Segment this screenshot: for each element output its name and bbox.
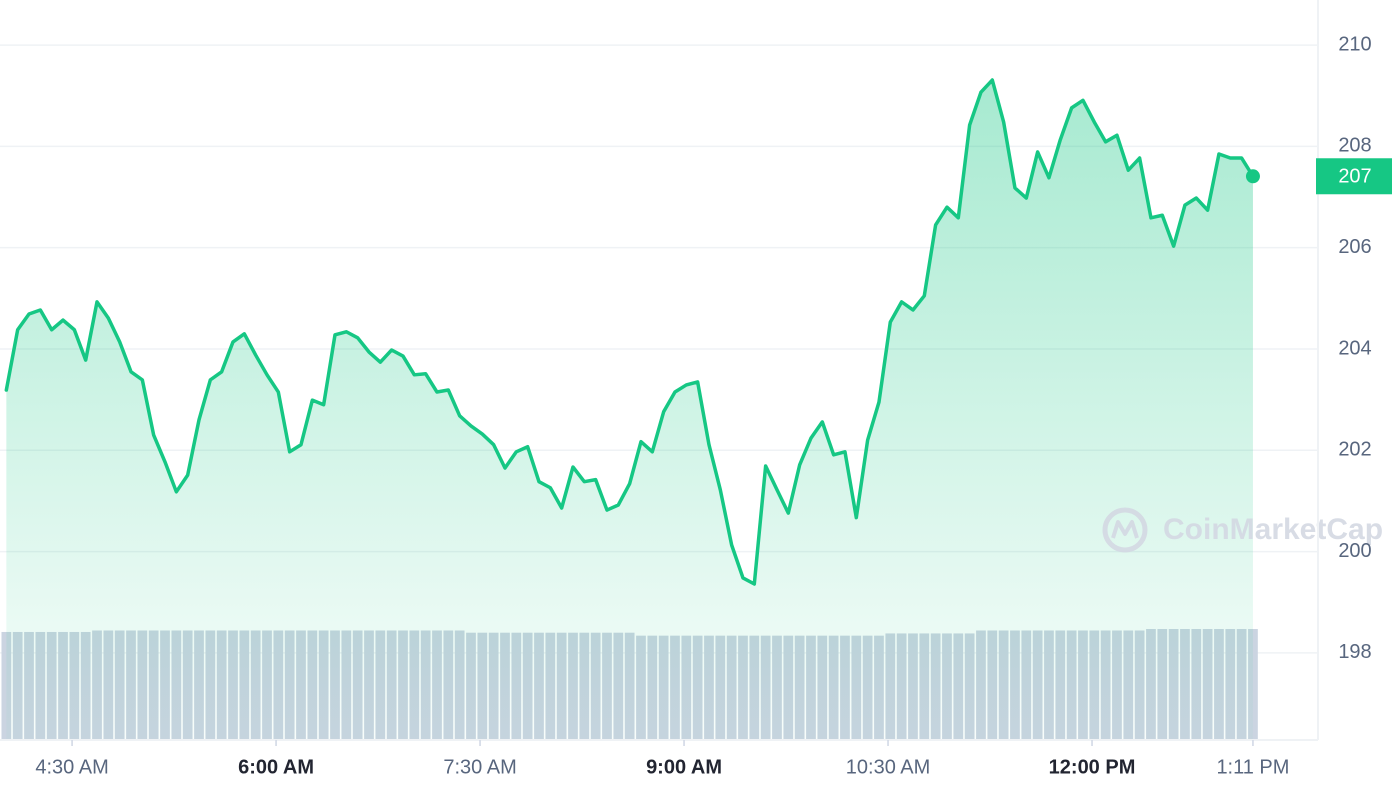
last-point: [1245, 169, 1260, 184]
x-tick-label: 4:30 AM: [35, 756, 108, 778]
y-tick-label: 200: [1338, 540, 1371, 562]
x-tick-label: 10:30 AM: [846, 756, 931, 778]
axes: 198 200 202 204 206 208 210 4:30 AM 6:00 AM 7:30 …: [35, 33, 1392, 778]
y-tick-label: 206: [1338, 236, 1371, 258]
y-tick-label: 198: [1338, 641, 1371, 663]
price-line: [4, 78, 1255, 586]
watermark: CoinMarketCap: [1102, 507, 1383, 553]
price-badge: [1316, 158, 1392, 195]
plot: [4, 78, 1260, 740]
y-tick-label: 208: [1338, 135, 1371, 157]
volume-bar: [1, 631, 12, 740]
x-tick-label: 1:11 PM: [1216, 756, 1289, 778]
x-tick-label: 6:00 AM: [238, 756, 314, 778]
x-tick-label: 9:00 AM: [646, 756, 722, 778]
x-tick-label: 7:30 AM: [443, 756, 516, 778]
watermark-text: CoinMarketCap: [1163, 513, 1383, 546]
x-tick-label: 12:00 PM: [1049, 756, 1136, 778]
watermark-logo-mark: [1111, 520, 1139, 539]
y-tick-label: 202: [1338, 439, 1371, 461]
y-tick-label: 204: [1338, 337, 1371, 359]
price-badge-label: 207: [1338, 166, 1371, 188]
price-area: [6, 80, 1253, 740]
watermark-logo: [1102, 507, 1148, 553]
y-tick-label: 210: [1338, 33, 1371, 55]
